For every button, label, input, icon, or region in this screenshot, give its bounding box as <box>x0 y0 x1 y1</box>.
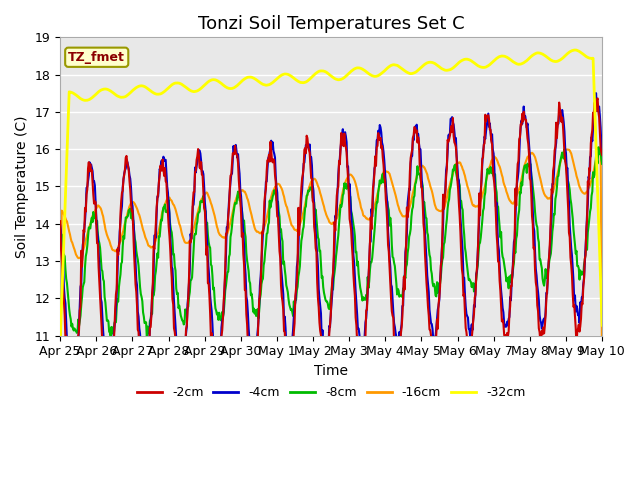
-4cm <box>56 222 64 228</box>
-16cm <box>66 231 74 237</box>
-4cm <box>413 132 421 138</box>
-32cm <box>56 340 64 346</box>
Line: -32cm: -32cm <box>60 50 602 343</box>
-8cm <box>595 144 602 150</box>
-16cm <box>122 218 129 224</box>
-2cm <box>68 399 76 405</box>
-32cm <box>598 323 606 328</box>
-8cm <box>206 245 214 251</box>
-16cm <box>177 226 184 231</box>
X-axis label: Time: Time <box>314 364 348 378</box>
-8cm <box>398 293 406 299</box>
-16cm <box>56 414 64 420</box>
-4cm <box>123 161 131 167</box>
-8cm <box>66 312 74 318</box>
-8cm <box>598 161 606 167</box>
Title: Tonzi Soil Temperatures Set C: Tonzi Soil Temperatures Set C <box>198 15 465 33</box>
-4cm <box>206 293 214 299</box>
-16cm <box>596 144 604 149</box>
-16cm <box>598 375 606 381</box>
-32cm <box>413 69 420 74</box>
-2cm <box>413 140 421 145</box>
-8cm <box>143 335 150 341</box>
Line: -8cm: -8cm <box>60 147 602 338</box>
-32cm <box>397 65 404 71</box>
-32cm <box>177 81 184 87</box>
-32cm <box>205 78 213 84</box>
-4cm <box>68 382 76 387</box>
Y-axis label: Soil Temperature (C): Soil Temperature (C) <box>15 115 29 258</box>
-2cm <box>66 386 74 392</box>
-8cm <box>178 315 186 321</box>
-2cm <box>56 218 64 224</box>
-4cm <box>178 360 186 365</box>
-2cm <box>123 153 131 159</box>
-2cm <box>598 152 606 158</box>
-8cm <box>56 234 64 240</box>
-16cm <box>205 195 213 201</box>
Legend: -2cm, -4cm, -8cm, -16cm, -32cm: -2cm, -4cm, -8cm, -16cm, -32cm <box>132 381 531 404</box>
-2cm <box>594 96 602 101</box>
-4cm <box>66 371 74 377</box>
-2cm <box>398 324 406 330</box>
-8cm <box>122 215 129 220</box>
-16cm <box>413 174 420 180</box>
Text: TZ_fmet: TZ_fmet <box>68 51 125 64</box>
Line: -4cm: -4cm <box>60 93 602 384</box>
-4cm <box>398 321 406 327</box>
-4cm <box>598 151 606 156</box>
-2cm <box>206 311 214 317</box>
-16cm <box>397 210 404 216</box>
Line: -2cm: -2cm <box>60 98 602 402</box>
-8cm <box>413 163 421 169</box>
Line: -16cm: -16cm <box>60 146 602 417</box>
-4cm <box>592 90 600 96</box>
-2cm <box>178 374 186 380</box>
-32cm <box>66 89 74 95</box>
-32cm <box>122 94 129 99</box>
-32cm <box>572 47 580 53</box>
